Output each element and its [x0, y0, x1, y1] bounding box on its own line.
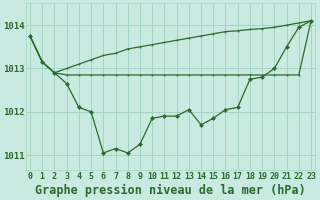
X-axis label: Graphe pression niveau de la mer (hPa): Graphe pression niveau de la mer (hPa) — [35, 183, 306, 197]
